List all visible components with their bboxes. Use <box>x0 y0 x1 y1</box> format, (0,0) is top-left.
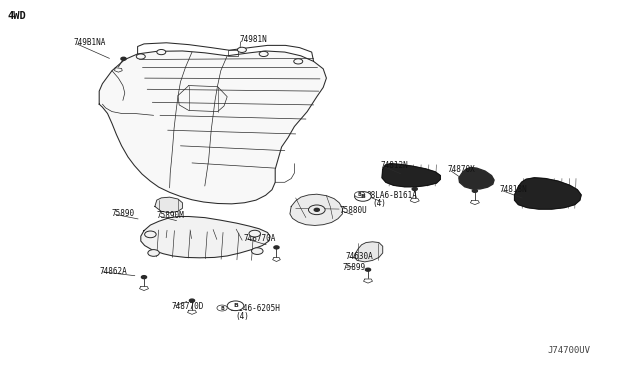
Text: B: B <box>220 305 224 311</box>
Text: 74870X: 74870X <box>448 165 476 174</box>
Text: 08LA6-B161A: 08LA6-B161A <box>367 191 417 200</box>
Circle shape <box>274 246 279 249</box>
Circle shape <box>355 192 365 198</box>
Circle shape <box>145 231 156 238</box>
Circle shape <box>136 54 145 59</box>
Text: B: B <box>233 303 238 308</box>
Text: J74700UV: J74700UV <box>547 346 590 355</box>
Text: 4WD: 4WD <box>8 11 26 21</box>
Polygon shape <box>354 242 383 262</box>
Polygon shape <box>382 164 440 187</box>
Circle shape <box>412 187 417 190</box>
Circle shape <box>308 205 325 215</box>
Text: 748770D: 748770D <box>172 302 204 311</box>
Polygon shape <box>99 51 326 204</box>
Text: B: B <box>360 194 365 199</box>
Text: 75890: 75890 <box>112 209 135 218</box>
Circle shape <box>355 192 371 201</box>
Text: 75880U: 75880U <box>339 206 367 215</box>
Circle shape <box>237 47 246 52</box>
Bar <box>228 50 238 56</box>
Circle shape <box>141 276 147 279</box>
Circle shape <box>157 49 166 55</box>
Polygon shape <box>141 217 270 258</box>
Text: 08146-6205H: 08146-6205H <box>229 304 280 313</box>
Circle shape <box>227 301 244 311</box>
Polygon shape <box>155 197 182 213</box>
Text: 74981N: 74981N <box>240 35 268 44</box>
Circle shape <box>189 299 195 302</box>
Polygon shape <box>515 178 581 209</box>
Circle shape <box>294 59 303 64</box>
Circle shape <box>314 208 319 211</box>
Text: (4): (4) <box>236 312 250 321</box>
Circle shape <box>148 250 159 256</box>
Circle shape <box>472 189 477 192</box>
Circle shape <box>249 230 260 237</box>
Polygon shape <box>290 194 342 225</box>
Text: 75890M: 75890M <box>157 211 184 220</box>
Text: 74862A: 74862A <box>99 267 127 276</box>
Circle shape <box>217 305 227 311</box>
Circle shape <box>365 268 371 271</box>
Text: (4): (4) <box>372 199 387 208</box>
Circle shape <box>252 248 263 254</box>
Text: 74812N: 74812N <box>381 161 408 170</box>
Text: 748770A: 748770A <box>243 234 276 243</box>
Circle shape <box>259 51 268 57</box>
Text: 74630A: 74630A <box>346 252 373 261</box>
Text: 74813N: 74813N <box>499 185 527 194</box>
Text: B: B <box>358 192 362 197</box>
Circle shape <box>121 57 126 60</box>
Text: 75899: 75899 <box>342 263 365 272</box>
Text: 749B1NA: 749B1NA <box>74 38 106 47</box>
Polygon shape <box>459 167 494 189</box>
